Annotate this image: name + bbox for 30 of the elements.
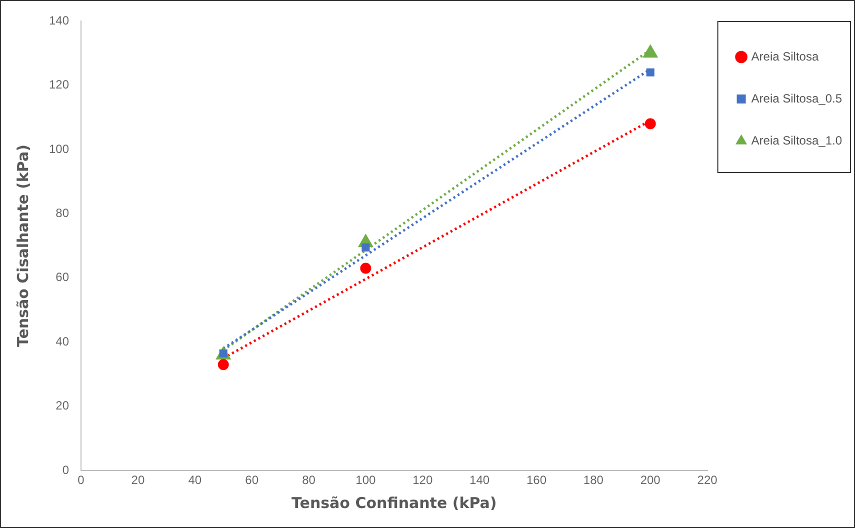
x-tick-label: 80 xyxy=(302,473,316,488)
x-tick-label: 40 xyxy=(188,473,202,488)
x-tick-label: 200 xyxy=(640,473,661,488)
x-tick-label: 100 xyxy=(356,473,376,488)
x-tick-label: 60 xyxy=(245,473,259,488)
y-tick-label: 60 xyxy=(56,270,70,284)
point xyxy=(218,359,229,370)
y-axis-title: Tensão Cisalhante (kPa) xyxy=(14,144,32,348)
legend-label: Areia Siltosa_0.5 xyxy=(751,91,842,106)
y-tick-label: 120 xyxy=(48,78,70,92)
x-tick-label: 0 xyxy=(78,473,85,488)
point xyxy=(646,68,654,76)
x-axis-title: Tensão Confinante (kPa) xyxy=(292,494,497,512)
legend-label: Areia Siltosa_1.0 xyxy=(751,133,842,148)
x-tick-label: 120 xyxy=(412,473,433,488)
x-tick-label: 20 xyxy=(131,473,145,488)
point xyxy=(362,243,370,252)
y-tick-label: 40 xyxy=(56,334,70,348)
x-tick-label: 160 xyxy=(526,473,547,488)
point xyxy=(360,262,372,274)
x-tick-label: 180 xyxy=(583,473,604,488)
x-tick-label: 220 xyxy=(697,473,718,488)
legend-label: Areia Siltosa xyxy=(751,49,819,64)
x-tick-label: 140 xyxy=(470,473,490,488)
y-tick-label: 80 xyxy=(56,206,70,220)
y-tick-label: 140 xyxy=(48,13,70,28)
y-tick-label: 100 xyxy=(48,142,70,156)
y-tick-label: 0 xyxy=(62,462,70,477)
y-tick-label: 20 xyxy=(56,398,70,413)
point xyxy=(644,118,656,130)
